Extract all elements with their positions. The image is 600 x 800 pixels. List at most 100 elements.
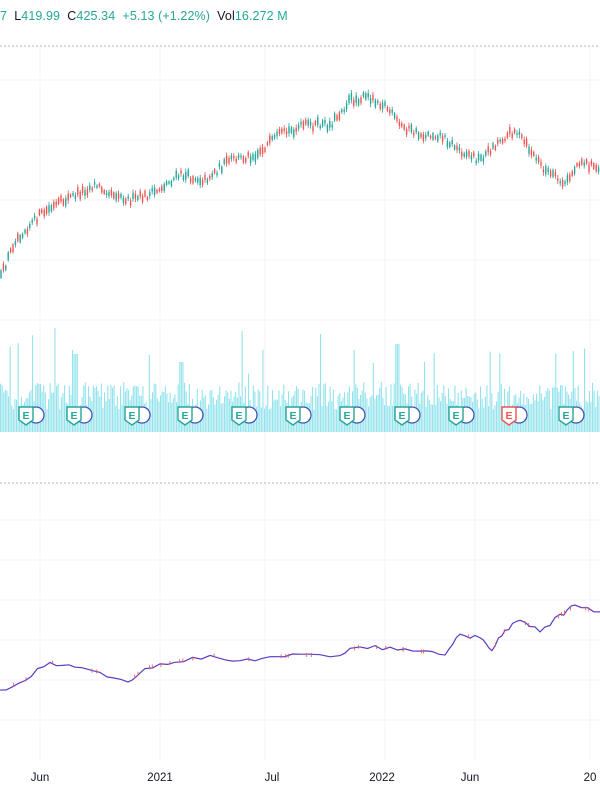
candle-body: [293, 129, 295, 138]
volume-bar: [248, 373, 250, 432]
earnings-badge[interactable]: E: [448, 406, 475, 426]
volume-bar: [326, 406, 328, 432]
volume-bar: [174, 394, 176, 432]
candle-body: [209, 175, 211, 179]
earnings-badge[interactable]: E: [66, 406, 93, 426]
volume-bar: [435, 404, 437, 432]
low-label: L: [14, 9, 22, 23]
volume-label: Vol: [217, 9, 235, 23]
volume-bar: [422, 390, 424, 432]
volume-bar: [593, 390, 595, 432]
time-axis-label[interactable]: 20: [584, 772, 597, 784]
volume-bar: [585, 400, 587, 432]
earnings-badge[interactable]: E: [231, 406, 258, 426]
candle-body: [338, 112, 341, 120]
volume-bar: [158, 401, 160, 432]
candle-body: [477, 153, 480, 161]
comparison-line: [0, 604, 600, 691]
earnings-badge[interactable]: E: [339, 406, 366, 426]
candle-body: [105, 192, 108, 195]
volume-bar: [11, 405, 13, 432]
candle-body: [333, 113, 336, 121]
candle-body: [185, 172, 187, 180]
volume-bar: [14, 399, 16, 432]
volume-bar: [489, 351, 491, 432]
earnings-badge[interactable]: E: [285, 406, 312, 426]
time-axis[interactable]: Jun 2021 Jul 2022 Jun 20: [31, 772, 597, 784]
volume-bar: [280, 406, 282, 432]
candle-body: [43, 209, 45, 217]
candle-body: [597, 167, 600, 172]
volume-bar: [262, 349, 264, 432]
volume-bar: [371, 395, 373, 432]
candle-body: [240, 155, 242, 158]
candle-body: [211, 173, 213, 178]
candle-body: [233, 156, 235, 159]
candle-body: [108, 191, 110, 197]
candle-body: [113, 192, 115, 199]
earnings-badge[interactable]: E: [177, 406, 204, 426]
volume-bar: [168, 402, 170, 432]
candle-body: [125, 198, 127, 205]
earnings-letter: E: [22, 410, 29, 422]
earnings-badge[interactable]: E: [558, 406, 585, 426]
earnings-badge[interactable]: E: [501, 406, 528, 426]
comparison-series[interactable]: [0, 604, 600, 691]
volume-bar: [44, 392, 46, 432]
volume-bar: [100, 383, 102, 432]
time-axis-label[interactable]: Jul: [265, 772, 280, 784]
candle-body: [285, 131, 288, 135]
volume-bar: [446, 403, 448, 432]
candle-body: [473, 152, 475, 157]
candle-body: [264, 147, 266, 152]
volume-bar: [582, 408, 584, 432]
candle-body: [345, 103, 348, 110]
earnings-badge[interactable]: E: [124, 406, 151, 426]
candle-body: [161, 186, 163, 191]
time-axis-label[interactable]: 2021: [147, 772, 173, 784]
volume-bar: [123, 382, 125, 432]
earnings-letter: E: [289, 410, 296, 422]
earnings-letter: E: [181, 410, 188, 422]
candle-body: [425, 134, 427, 139]
volume-bar: [163, 392, 165, 432]
candle-body: [120, 193, 122, 198]
volume-bar: [392, 405, 394, 432]
earnings-icon: [231, 406, 247, 426]
volume-bar: [432, 404, 434, 432]
time-axis-label[interactable]: Jun: [31, 772, 50, 784]
candle-body: [9, 248, 12, 253]
candle-body: [146, 197, 149, 200]
candle-body: [470, 155, 473, 160]
candle-body: [50, 205, 53, 212]
candle-body: [189, 178, 192, 183]
candle-body: [458, 147, 461, 151]
time-axis-label[interactable]: Jun: [461, 772, 480, 784]
candle-body: [158, 188, 161, 191]
candle-body: [96, 185, 98, 188]
candle-body: [360, 97, 362, 104]
earnings-badge[interactable]: E: [394, 406, 421, 426]
volume-bar: [16, 399, 18, 432]
candle-body: [468, 150, 470, 157]
earnings-badge[interactable]: E: [18, 406, 45, 426]
candle-body: [516, 132, 518, 136]
candle-body: [139, 191, 141, 197]
volume-bar: [73, 354, 75, 432]
volume-bar: [499, 353, 501, 432]
candle-body: [31, 220, 33, 223]
candle-body: [530, 149, 533, 156]
volume-bar: [547, 388, 549, 432]
volume-bar: [329, 386, 331, 432]
candle-body: [545, 166, 547, 175]
earnings-letter: E: [70, 410, 77, 422]
time-axis-label[interactable]: 2022: [369, 772, 395, 784]
candle-body: [137, 196, 139, 201]
price-candles[interactable]: [0, 89, 600, 280]
volume-bar: [51, 392, 53, 432]
candle-body: [266, 142, 269, 145]
candle-body: [168, 181, 170, 184]
volume-bar: [536, 393, 538, 432]
